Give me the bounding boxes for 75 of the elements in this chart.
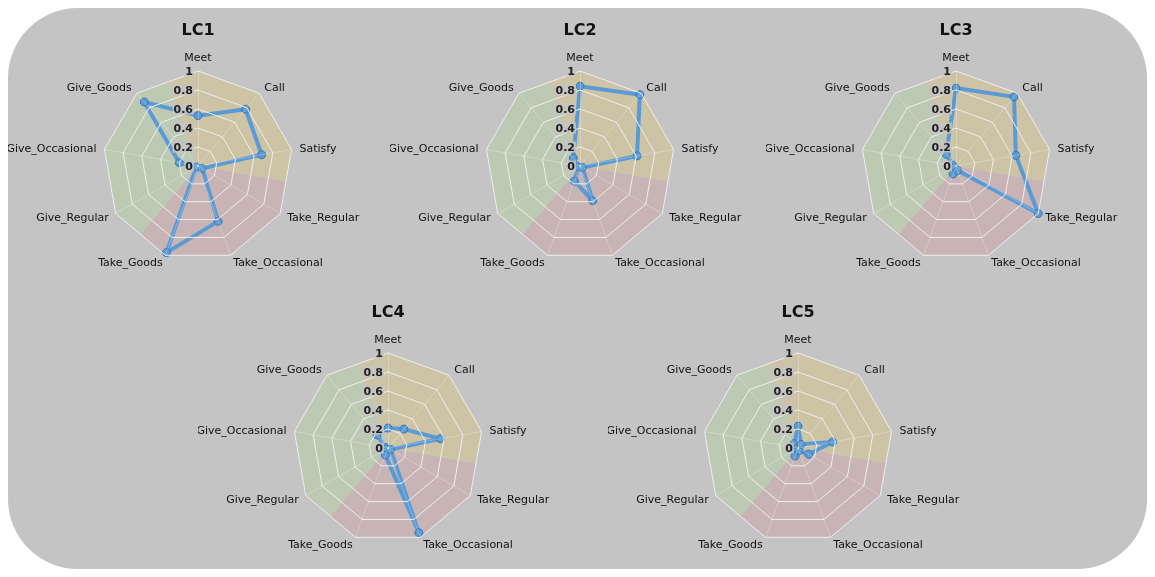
y-tick-label: 0 xyxy=(943,159,952,173)
spoke-label: Give_Goods xyxy=(256,362,323,376)
spoke-label: Call xyxy=(264,80,285,94)
spoke-label: Call xyxy=(646,80,667,94)
y-tick-label: 0.2 xyxy=(555,140,575,154)
spoke-label: Give_Regular xyxy=(794,211,868,224)
spoke-label: Give_Goods xyxy=(824,80,891,94)
y-tick-label: 0 xyxy=(185,159,194,173)
spoke-label: Call xyxy=(454,362,475,376)
y-tick-label: 0.4 xyxy=(555,121,576,135)
y-tick-label: 0.4 xyxy=(363,403,384,417)
y-tick-label: 0.8 xyxy=(931,83,951,97)
spoke-label: Give_Regular xyxy=(636,493,710,506)
spoke-label: Take_Regular xyxy=(286,211,360,224)
y-tick-label: 0.2 xyxy=(363,422,383,436)
chart-title: LC1 xyxy=(181,19,215,39)
y-tick-label: 0.4 xyxy=(773,403,794,417)
y-tick-label: 1 xyxy=(943,64,951,78)
spoke-label: Take_Regular xyxy=(668,211,742,224)
spoke-label: Take_Regular xyxy=(886,493,960,506)
y-tick-label: 0.2 xyxy=(173,140,193,154)
spoke-label: Take_Goods xyxy=(97,256,164,270)
y-tick-label: 0.4 xyxy=(931,121,952,135)
spoke-label: Give_Goods xyxy=(66,80,133,94)
spoke-label: Give_Regular xyxy=(36,211,110,224)
chart-title: LC2 xyxy=(563,19,597,39)
spoke-label: Satisfy xyxy=(299,141,337,155)
spoke-label: Take_Goods xyxy=(855,256,922,270)
y-tick-label: 0 xyxy=(375,441,384,455)
spoke-label: Take_Occasional xyxy=(614,256,705,270)
y-tick-label: 1 xyxy=(785,346,793,360)
y-tick-label: 0.6 xyxy=(363,384,384,398)
y-tick-label: 0.6 xyxy=(931,102,952,116)
spoke-label: Meet xyxy=(784,333,813,346)
y-tick-label: 0 xyxy=(567,159,576,173)
y-tick-label: 0.4 xyxy=(173,121,194,135)
y-tick-label: 1 xyxy=(567,64,575,78)
spoke-label: Satisfy xyxy=(681,141,719,155)
spoke-label: Take_Regular xyxy=(476,493,550,506)
spoke-label: Call xyxy=(1022,80,1043,94)
spoke-label: Meet xyxy=(374,333,403,346)
spoke-label: Take_Occasional xyxy=(832,538,923,552)
spoke-label: Satisfy xyxy=(1057,141,1095,155)
chart-title: LC3 xyxy=(939,19,973,39)
y-tick-label: 1 xyxy=(185,64,193,78)
y-tick-label: 0.6 xyxy=(773,384,794,398)
y-tick-label: 1 xyxy=(375,346,383,360)
y-tick-label: 0.6 xyxy=(173,102,194,116)
spoke-label: Take_Regular xyxy=(1044,211,1118,224)
y-tick-label: 0.8 xyxy=(173,83,193,97)
spoke-label: Take_Goods xyxy=(479,256,546,270)
spoke-label: Take_Goods xyxy=(697,538,764,552)
spoke-label: Give_Goods xyxy=(448,80,515,94)
chart-title: LC5 xyxy=(781,301,815,321)
spoke-label: Take_Occasional xyxy=(422,538,513,552)
spoke-label: Satisfy xyxy=(899,423,937,437)
y-tick-label: 0.6 xyxy=(555,102,576,116)
spoke-label: Take_Goods xyxy=(287,538,354,552)
spoke-label: Call xyxy=(864,362,885,376)
y-tick-label: 0 xyxy=(785,441,794,455)
spoke-label: Take_Occasional xyxy=(990,256,1081,270)
y-tick-label: 0.2 xyxy=(773,422,793,436)
spoke-label: Satisfy xyxy=(489,423,527,437)
spoke-label: Take_Occasional xyxy=(232,256,323,270)
chart-title: LC4 xyxy=(371,301,405,321)
y-tick-label: 0.8 xyxy=(363,365,383,379)
spoke-label: Give_Regular xyxy=(226,493,300,506)
y-tick-label: 0.8 xyxy=(773,365,793,379)
spoke-label: Give_Regular xyxy=(418,211,492,224)
y-tick-label: 0.2 xyxy=(931,140,951,154)
spoke-label: Meet xyxy=(566,51,595,64)
spoke-label: Meet xyxy=(942,51,971,64)
spoke-label: Give_Goods xyxy=(666,362,733,376)
y-tick-label: 0.8 xyxy=(555,83,575,97)
spoke-label: Meet xyxy=(184,51,213,64)
